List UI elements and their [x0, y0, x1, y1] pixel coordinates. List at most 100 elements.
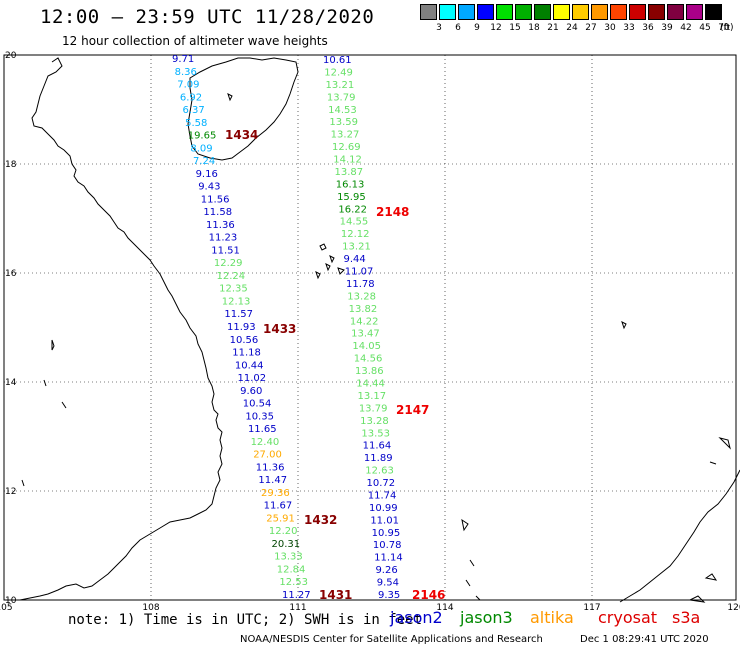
scale-swatch: [458, 4, 475, 20]
paracel-islands: [315, 243, 345, 280]
longitude-label: 117: [583, 603, 600, 613]
wave-height-label: 7.24: [193, 156, 215, 167]
wave-height-label: 12.53: [279, 577, 308, 588]
wave-height-label: 25.91: [266, 513, 295, 524]
latitude-label: 14: [5, 378, 17, 388]
wave-height-label: 14.53: [328, 105, 357, 116]
coastline: [19, 57, 740, 603]
scale-label: 9: [474, 23, 480, 33]
hainan-coastline: [187, 57, 299, 161]
wave-height-label: 11.47: [258, 475, 287, 486]
pass-time-label: 2146: [412, 588, 445, 602]
wave-height-label: 13.21: [326, 80, 355, 91]
wave-height-label: 13.53: [361, 428, 390, 439]
satellite-name-altika: altika: [530, 608, 574, 627]
scale-swatch: [686, 4, 703, 20]
scale-swatch: [648, 4, 665, 20]
wave-height-label: 11.65: [248, 424, 277, 435]
longitude-label: 105: [0, 603, 13, 613]
wave-height-label: 16.22: [338, 204, 367, 215]
scale-swatch: [439, 4, 456, 20]
credit-text: NOAA/NESDIS Center for Satellite Applica…: [240, 634, 543, 645]
generation-date: Dec 1 08:29:41 UTC 2020: [580, 634, 709, 645]
scale-label: 36: [642, 23, 654, 33]
wave-height-label: 11.64: [363, 441, 392, 452]
pass-time-label: 1431: [319, 588, 352, 602]
wave-height-label: 12.13: [222, 296, 251, 307]
wave-height-label: 10.54: [243, 399, 272, 410]
scale-swatch: [705, 4, 722, 20]
scale-label: 42: [680, 23, 692, 33]
wave-height-label: 9.71: [172, 54, 194, 65]
scale-label: 6: [455, 23, 461, 33]
wave-height-label: 11.74: [368, 490, 397, 501]
wave-height-label: 12.84: [277, 564, 306, 575]
scale-swatch: [515, 4, 532, 20]
wave-height-label: 8.36: [175, 67, 197, 78]
pass-time-label: 2148: [376, 205, 409, 219]
wave-height-label: 13.47: [351, 329, 380, 340]
scale-label: 45: [699, 23, 711, 33]
pass-time-label: 1432: [304, 513, 337, 527]
wave-height-label: 14.44: [356, 378, 385, 389]
wave-height-label: 9.35: [378, 590, 400, 601]
hainan-inner-lake: [227, 93, 233, 102]
scale-label: 70: [718, 23, 730, 33]
wave-height-label: 9.16: [196, 169, 218, 180]
scale-label: 33: [623, 23, 635, 33]
wave-height-label: 10.61: [323, 55, 352, 66]
wave-height-label: 13.59: [329, 117, 358, 128]
wave-height-label: 10.44: [235, 360, 264, 371]
wave-height-label: 12.69: [332, 142, 361, 153]
scale-unit: (ft): [720, 23, 734, 33]
wave-height-label: 14.56: [354, 354, 383, 365]
philippines-fragments: [688, 437, 731, 603]
pass-time-label: 2147: [396, 403, 429, 417]
scale-swatch: [420, 4, 437, 20]
scale-label: 15: [509, 23, 521, 33]
wave-height-label: 12.24: [217, 271, 246, 282]
wave-height-label: 13.28: [360, 416, 389, 427]
wave-height-label: 12.63: [365, 466, 394, 477]
latitude-label: 10: [5, 596, 17, 606]
altimeter-tracks: 9.71 8.36 7.096.92 6.37 5.58 19.658.09 7.24 9.1…: [172, 54, 445, 602]
map-frame: [3, 54, 737, 601]
scale-label: 18: [528, 23, 540, 33]
pass-time-label: 1433: [263, 322, 296, 336]
wave-height-label: 15.95: [337, 192, 366, 203]
wave-height-label: 12.29: [214, 258, 243, 269]
latitude-label: 20: [5, 51, 17, 61]
scale-swatch: [534, 4, 551, 20]
reef-3: [461, 518, 481, 601]
wave-height-label: 7.09: [177, 80, 199, 91]
scale-label: 24: [566, 23, 578, 33]
wave-height-label: 20.31: [272, 539, 301, 550]
wave-height-label: 11.78: [346, 279, 375, 290]
satellite-name-cryosat: cryosat: [598, 608, 658, 627]
wave-height-label: 13.79: [359, 403, 388, 414]
wave-height-label: 11.02: [237, 373, 266, 384]
satellite-name-s3a: s3a: [672, 608, 701, 627]
wave-height-label: 8.09: [190, 143, 212, 154]
wave-height-label: 11.57: [224, 309, 253, 320]
wave-height-label: 11.07: [345, 267, 374, 278]
wave-height-label: 11.56: [201, 194, 230, 205]
wave-height-label: 10.95: [372, 528, 401, 539]
wave-height-label: 11.01: [370, 515, 399, 526]
wave-height-label: 14.12: [333, 155, 362, 166]
wave-height-label: 14.22: [350, 316, 379, 327]
chart-title: 12:00 – 23:59 UTC 11/28/2020: [40, 6, 375, 28]
wave-height-label: 13.33: [274, 552, 303, 563]
scale-swatch: [629, 4, 646, 20]
wave-height-label: 10.56: [230, 335, 259, 346]
scale-swatch: [591, 4, 608, 20]
wave-height-label: 11.14: [374, 553, 403, 564]
wave-height-label: 12.49: [324, 67, 353, 78]
scale-label: 30: [604, 23, 616, 33]
scale-label: 39: [661, 23, 673, 33]
wave-height-label: 10.99: [369, 503, 398, 514]
latitude-label: 12: [5, 487, 16, 497]
longitude-label: 111: [289, 603, 306, 613]
wave-height-label: 16.13: [336, 179, 365, 190]
scale-label: 3: [436, 23, 442, 33]
